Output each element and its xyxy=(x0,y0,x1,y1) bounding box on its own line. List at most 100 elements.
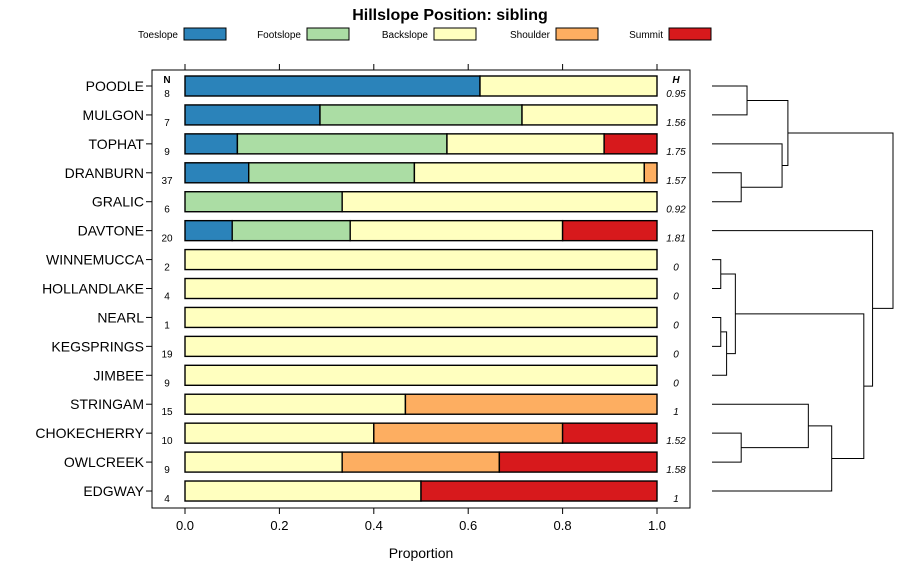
bar-segment-footslope xyxy=(236,133,448,155)
x-tick-label: 1.0 xyxy=(648,518,666,533)
h-header: H xyxy=(672,75,680,86)
row-chokecherry: CHOKECHERRY 10 1.52 xyxy=(35,422,686,447)
bar-segment-backslope xyxy=(479,75,658,97)
legend-label-shoulder: Shoulder xyxy=(510,30,551,41)
row-h: 0.92 xyxy=(666,205,686,216)
legend-label-backslope: Backslope xyxy=(382,30,429,41)
x-tick-label: 0.6 xyxy=(459,518,477,533)
dendrogram-link xyxy=(712,425,833,492)
bar-segment-backslope xyxy=(184,364,658,386)
legend-swatch-backslope xyxy=(433,27,477,41)
row-n: 37 xyxy=(161,176,173,187)
legend-swatch-shoulder xyxy=(555,27,599,41)
bar-segment-backslope xyxy=(521,104,658,126)
legend-label-footslope: Footslope xyxy=(257,30,301,41)
row-hollandlake: HOLLANDLAKE 4 0 xyxy=(42,277,679,303)
row-label: KEGSPRINGS xyxy=(51,338,144,354)
bar-segment-backslope xyxy=(341,191,658,213)
row-owlcreek: OWLCREEK 9 1.58 xyxy=(64,451,686,476)
x-axis: 0.0 0.2 0.4 0.6 0.8 1.0 xyxy=(176,508,666,533)
row-h: 1.81 xyxy=(666,234,685,245)
bar-segment-backslope xyxy=(184,480,422,502)
row-stringam: STRINGAM 15 1 xyxy=(70,393,679,418)
row-winnemucca: WINNEMUCCA 2 0 xyxy=(46,248,679,274)
row-poodle: POODLE 8 0.95 xyxy=(86,75,686,100)
bar-segment-shoulder xyxy=(404,393,658,415)
top-axis-ticks xyxy=(184,64,658,70)
legend-swatch-toeslope xyxy=(183,27,227,41)
row-edgway: EDGWAY 4 1 xyxy=(83,480,679,505)
row-jimbee: JIMBEE 9 0 xyxy=(93,364,679,389)
dendrogram-link xyxy=(712,230,874,387)
bar-segment-shoulder xyxy=(643,162,658,184)
x-axis-label: Proportion xyxy=(389,545,454,561)
bar-segment-backslope xyxy=(184,248,658,271)
row-h: 1.56 xyxy=(666,118,686,129)
row-n: 6 xyxy=(164,205,170,216)
bar-segment-shoulder xyxy=(373,422,564,444)
legend-swatch-summit xyxy=(668,27,712,41)
bar-rows: POODLE 8 0.95 MULGON 7 1.56 TOPHAT 9 1.75 DRANBUR… xyxy=(35,75,686,505)
row-label: CHOKECHERRY xyxy=(35,425,144,441)
row-h: 0 xyxy=(673,263,679,274)
dendrogram-link xyxy=(712,432,742,463)
row-label: MULGON xyxy=(83,107,144,123)
legend-swatch-footslope xyxy=(306,27,350,41)
dendrogram xyxy=(712,85,894,492)
bar-segment-toeslope xyxy=(184,104,321,126)
legend: Toeslope Footslope Backslope Shoulder Summit xyxy=(138,27,712,41)
row-label: GRALIC xyxy=(92,194,144,210)
row-label: HOLLANDLAKE xyxy=(42,281,144,297)
bar-segment-backslope xyxy=(349,219,564,242)
row-label: DAVTONE xyxy=(78,223,144,239)
bar-segment-toeslope xyxy=(184,219,233,242)
row-n: 10 xyxy=(161,436,173,447)
row-label: WINNEMUCCA xyxy=(46,252,145,268)
dendrogram-link xyxy=(712,331,728,376)
row-n: 2 xyxy=(164,263,170,274)
bar-segment-footslope xyxy=(184,191,343,213)
row-label: JIMBEE xyxy=(93,367,144,383)
row-label: NEARL xyxy=(97,309,144,325)
row-h: 1.58 xyxy=(666,465,686,476)
dendrogram-link xyxy=(712,403,809,449)
bar-segment-summit xyxy=(498,451,658,473)
row-h: 1.52 xyxy=(666,436,686,447)
bar-segment-backslope xyxy=(184,306,658,329)
row-mulgon: MULGON 7 1.56 xyxy=(83,104,686,129)
dendrogram-link xyxy=(712,172,742,203)
row-label: OWLCREEK xyxy=(64,454,145,470)
row-h: 0 xyxy=(673,320,679,331)
bar-segment-summit xyxy=(561,219,658,242)
n-header: N xyxy=(163,75,170,86)
row-h: 1 xyxy=(673,407,679,418)
row-label: STRINGAM xyxy=(70,396,144,412)
row-h: 1.75 xyxy=(666,147,686,158)
bar-segment-summit xyxy=(603,133,658,155)
dendrogram-link xyxy=(712,259,722,290)
chart-title: Hillslope Position: sibling xyxy=(352,7,548,24)
row-davtone: DAVTONE 20 1.81 xyxy=(78,219,686,245)
dendrogram-link xyxy=(787,132,894,309)
row-label: DRANBURN xyxy=(65,165,144,181)
x-tick-label: 0.0 xyxy=(176,518,194,533)
row-label: EDGWAY xyxy=(83,483,144,499)
dendrogram-link xyxy=(712,85,748,116)
row-n: 4 xyxy=(164,292,170,303)
bar-segment-footslope xyxy=(248,162,416,184)
dendrogram-link xyxy=(720,273,736,355)
bar-segment-backslope xyxy=(413,162,645,184)
bar-segment-toeslope xyxy=(184,162,250,184)
row-n: 19 xyxy=(161,349,173,360)
row-nearl: NEARL 1 0 xyxy=(97,306,679,331)
row-n: 4 xyxy=(164,494,170,505)
dendrogram-link xyxy=(747,99,789,167)
row-dranburn: DRANBURN 37 1.57 xyxy=(65,162,686,187)
bar-segment-backslope xyxy=(446,133,605,155)
legend-label-summit: Summit xyxy=(629,30,663,41)
row-label: TOPHAT xyxy=(89,136,145,152)
dendrogram-link xyxy=(712,143,783,188)
bar-segment-footslope xyxy=(231,219,351,242)
x-tick-label: 0.8 xyxy=(554,518,572,533)
row-n: 9 xyxy=(164,465,170,476)
